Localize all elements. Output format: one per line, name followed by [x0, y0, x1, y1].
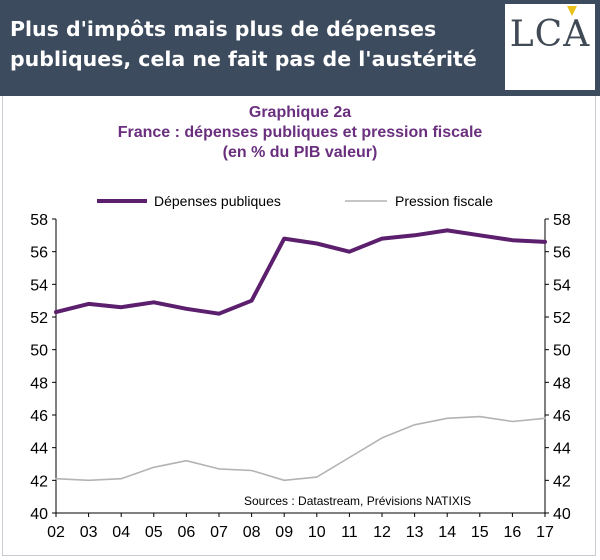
- x-tick-label: 02: [47, 524, 65, 541]
- y-tick-label-left: 44: [30, 441, 48, 458]
- x-tick-label: 14: [438, 524, 456, 541]
- chart-title-line-1: Graphique 2a: [248, 104, 352, 121]
- x-tick-label: 16: [504, 524, 522, 541]
- chart-frame: [2, 96, 596, 556]
- y-tick-label-right: 46: [553, 408, 571, 425]
- y-tick-label-left: 40: [30, 506, 48, 523]
- chart-title-line-2: France : dépenses publiques et pression …: [117, 124, 483, 141]
- x-tick-label: 08: [243, 524, 261, 541]
- y-tick-label-right: 54: [553, 277, 571, 294]
- headline: Plus d'impôts mais plus de dépenses publ…: [10, 17, 477, 71]
- x-tick-label: 10: [308, 524, 326, 541]
- y-tick-label-left: 42: [30, 473, 48, 490]
- y-tick-label-right: 42: [553, 473, 571, 490]
- header-banner: Plus d'impôts mais plus de dépenses publ…: [0, 0, 600, 96]
- y-tick-label-left: 56: [30, 245, 48, 262]
- y-tick-label-right: 58: [553, 212, 571, 229]
- y-tick-label-left: 52: [30, 310, 48, 327]
- y-tick-label-left: 54: [30, 277, 48, 294]
- source-note: Sources : Datastream, Prévisions NATIXIS: [244, 494, 471, 508]
- logo-accent-icon: [567, 6, 577, 16]
- legend: Dépenses publiques Pression fiscale: [97, 193, 493, 209]
- series-line-depenses-publiques: [54, 228, 547, 316]
- series-lines: [54, 228, 547, 482]
- logo-text: LCA: [509, 14, 591, 55]
- legend-label-depenses: Dépenses publiques: [154, 193, 281, 209]
- x-tick-label: 07: [210, 524, 228, 541]
- x-tick-label: 05: [145, 524, 163, 541]
- x-tick-label: 12: [373, 524, 391, 541]
- y-tick-label-left: 46: [30, 408, 48, 425]
- x-tick-label: 04: [112, 524, 130, 541]
- y-tick-label-right: 40: [553, 506, 571, 523]
- y-tick-label-right: 56: [553, 245, 571, 262]
- x-tick-label: 17: [536, 524, 554, 541]
- y-tick-label-right: 50: [553, 343, 571, 360]
- legend-label-pression: Pression fiscale: [395, 193, 493, 209]
- x-tick-label: 09: [275, 524, 293, 541]
- x-tick-label: 03: [80, 524, 98, 541]
- x-tick-label: 11: [341, 524, 358, 541]
- series-line-pression-fiscale: [55, 415, 546, 482]
- y-tick-label-left: 58: [30, 212, 48, 229]
- y-tick-label-right: 44: [553, 441, 571, 458]
- y-tick-label-right: 52: [553, 310, 571, 327]
- y-tick-label-left: 48: [30, 375, 48, 392]
- x-tick-label: 13: [406, 524, 424, 541]
- x-tick-label: 15: [471, 524, 489, 541]
- y-tick-label-right: 48: [553, 375, 571, 392]
- x-tick-label: 06: [178, 524, 196, 541]
- y-tick-label-left: 50: [30, 343, 48, 360]
- chart-title-line-3: (en % du PIB valeur): [222, 144, 378, 161]
- axes: 40 40 42 42 44 44 46 46 48 48 50 50 52 52 54 54 56 56 58 58…: [30, 212, 571, 541]
- lca-logo: LCA: [505, 4, 595, 90]
